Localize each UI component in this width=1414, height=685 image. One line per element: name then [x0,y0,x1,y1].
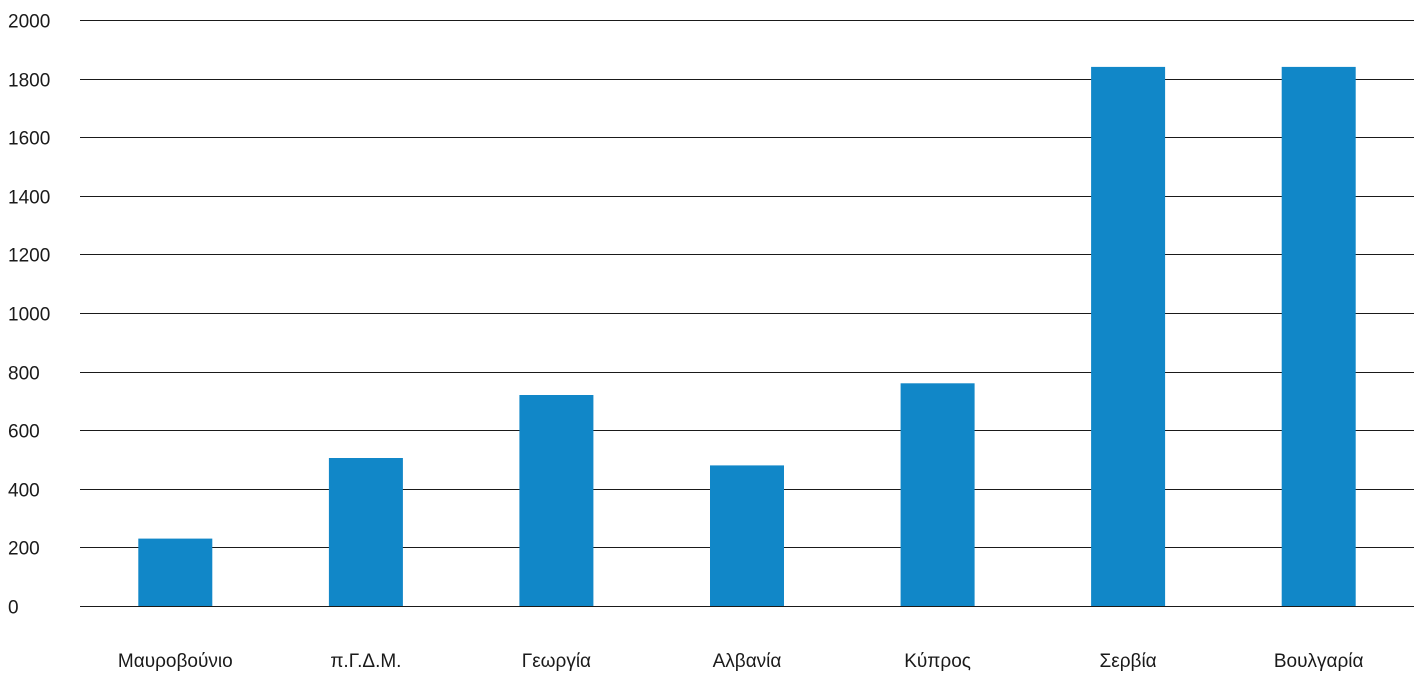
bars [138,66,1356,606]
bar-3 [519,395,594,606]
x-category-label: Βουλγαρία [1274,651,1364,672]
y-tick-label: 2000 [8,12,50,33]
x-category-label: Αλβανία [713,651,782,672]
y-tick-label: 800 [8,364,40,385]
y-tick-label: 1800 [8,71,50,92]
bar-1 [138,538,213,606]
bar-5 [900,383,975,606]
x-axis-category-labels: Μαυροβούνιο π.Γ.Δ.Μ. Γεωργία Αλβανία Κύπρος Σ… [118,651,1364,672]
x-category-label: Σερβία [1100,651,1157,672]
gridlines [80,20,1414,607]
y-tick-label: 600 [8,422,40,443]
x-category-label: π.Γ.Δ.Μ. [330,651,401,672]
y-tick-label: 200 [8,539,40,560]
y-tick-label: 400 [8,481,40,502]
bar-7 [1281,66,1356,606]
y-tick-label: 1600 [8,129,50,150]
x-category-label: Κύπρος [904,651,971,672]
bar-4 [710,465,784,606]
bar-2 [328,458,403,606]
y-tick-label: 1200 [8,246,50,267]
y-tick-label: 1400 [8,188,50,209]
y-axis-tick-labels: 0 200 400 600 800 1000 1200 1400 1600 1800 2000 [8,12,50,619]
y-tick-label: 1000 [8,305,50,326]
x-category-label: Γεωργία [522,651,591,672]
bar-6 [1091,66,1166,606]
x-category-label: Μαυροβούνιο [118,651,233,672]
y-tick-label: 0 [8,598,19,619]
